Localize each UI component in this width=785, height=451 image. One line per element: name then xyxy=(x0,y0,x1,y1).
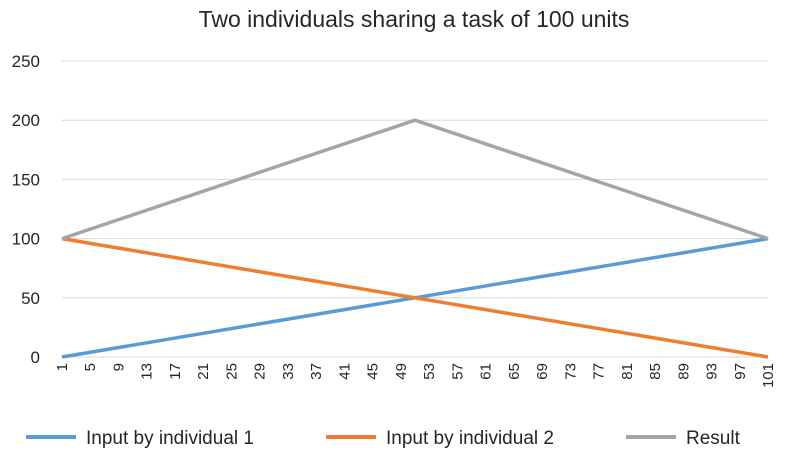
legend-label-2: Input by individual 2 xyxy=(386,428,554,449)
x-tick-label: 93 xyxy=(704,363,721,380)
gridlines xyxy=(62,60,768,358)
x-tick-label: 89 xyxy=(675,363,692,380)
y-tick-label: 0 xyxy=(31,348,40,367)
x-tick-label: 25 xyxy=(223,363,240,380)
x-tick-label: 73 xyxy=(562,363,579,380)
legend: Input by individual 1 Input by individual… xyxy=(26,428,741,449)
y-tick-label: 250 xyxy=(12,52,40,71)
x-tick-label: 97 xyxy=(732,363,749,380)
y-axis-ticks: 0 50 100 150 200 250 xyxy=(12,52,40,367)
x-tick-label: 9 xyxy=(110,363,127,371)
x-tick-label: 5 xyxy=(82,363,99,371)
x-axis-ticks: 1 5 9 13 17 21 25 29 33 37 41 45 49 53 57 61 65 69 73 77 81 8… xyxy=(54,363,777,388)
x-tick-label: 85 xyxy=(647,363,664,380)
x-tick-label: 33 xyxy=(280,363,297,380)
x-tick-label: 81 xyxy=(619,363,636,380)
x-tick-label: 101 xyxy=(760,363,777,388)
x-tick-label: 1 xyxy=(54,363,71,371)
series-line-2 xyxy=(61,236,769,359)
x-tick-label: 57 xyxy=(449,363,466,380)
x-tick-label: 77 xyxy=(591,363,608,380)
x-tick-label: 13 xyxy=(139,363,156,380)
x-tick-label: 41 xyxy=(336,363,353,380)
y-tick-label: 200 xyxy=(12,111,40,130)
series-line-3 xyxy=(61,118,769,241)
y-tick-label: 100 xyxy=(12,230,40,249)
x-tick-label: 69 xyxy=(534,363,551,380)
x-tick-label: 29 xyxy=(252,363,269,380)
x-tick-label: 21 xyxy=(195,363,212,380)
x-tick-label: 17 xyxy=(167,363,184,380)
y-tick-label: 150 xyxy=(12,170,40,189)
legend-label-1: Input by individual 1 xyxy=(86,428,254,449)
legend-label-3: Result xyxy=(686,428,741,449)
y-tick-label: 50 xyxy=(21,289,40,308)
x-tick-label: 53 xyxy=(421,363,438,380)
x-tick-label: 37 xyxy=(308,363,325,380)
x-tick-label: 65 xyxy=(506,363,523,380)
chart-title: Two individuals sharing a task of 100 un… xyxy=(199,6,630,32)
series-lines xyxy=(61,118,769,359)
x-tick-label: 45 xyxy=(365,363,382,380)
x-tick-label: 61 xyxy=(478,363,495,380)
x-tick-label: 49 xyxy=(393,363,410,380)
